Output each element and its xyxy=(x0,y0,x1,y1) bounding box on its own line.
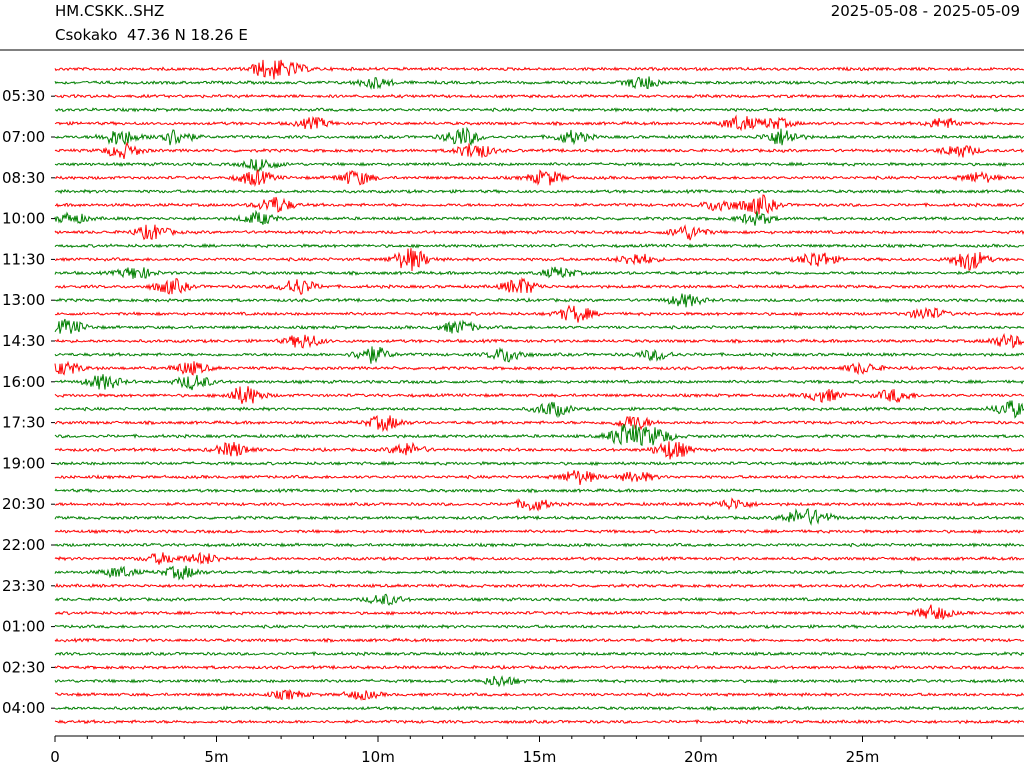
y-tick-label: 22:00 xyxy=(2,536,45,554)
trace-13 xyxy=(54,242,1024,249)
trace-44 xyxy=(54,664,1024,671)
trace-22 xyxy=(54,360,1024,376)
trace-48 xyxy=(54,718,1024,725)
trace-0 xyxy=(54,59,1024,80)
trace-4 xyxy=(54,114,1024,132)
trace-7 xyxy=(54,158,1024,172)
trace-36 xyxy=(54,551,1024,565)
trace-28 xyxy=(54,441,1024,460)
trace-46 xyxy=(55,688,1024,701)
trace-38 xyxy=(54,582,1024,589)
y-tick-label: 20:30 xyxy=(2,495,45,513)
y-tick-label: 23:30 xyxy=(2,577,45,595)
trace-23 xyxy=(54,374,1024,391)
trace-19 xyxy=(54,318,1024,334)
trace-26 xyxy=(54,415,1024,433)
trace-35 xyxy=(54,542,1024,548)
x-tick-label: 10m xyxy=(361,748,395,766)
trace-9 xyxy=(54,188,1024,195)
y-axis-ticks: 05:30 07:00 08:30 10:00 11:30 13:00 14:30 16:00… xyxy=(2,87,55,717)
trace-2 xyxy=(54,93,1024,100)
trace-32 xyxy=(55,497,1024,512)
y-tick-label: 11:30 xyxy=(2,250,45,268)
trace-18 xyxy=(54,304,1024,323)
y-tick-label: 07:00 xyxy=(2,128,45,146)
y-tick-label: 13:00 xyxy=(2,291,45,309)
trace-42 xyxy=(54,637,1024,644)
trace-12 xyxy=(54,224,1024,241)
trace-45 xyxy=(54,675,1024,688)
trace-20 xyxy=(54,332,1024,349)
trace-10 xyxy=(54,194,1024,215)
trace-29 xyxy=(54,460,1024,467)
y-tick-label: 02:30 xyxy=(2,658,45,676)
trace-5 xyxy=(54,126,1024,147)
x-tick-label: 25m xyxy=(846,748,880,766)
y-tick-label: 10:00 xyxy=(2,210,45,228)
x-axis-ticks: 0 5m 10m 15m 20m 25m xyxy=(50,736,993,766)
trace-25 xyxy=(54,400,1024,419)
station-code: HM.CSKK..SHZ xyxy=(55,2,165,20)
x-tick-label: 0 xyxy=(50,748,60,766)
trace-14 xyxy=(54,248,1024,272)
trace-6 xyxy=(54,141,1024,160)
trace-30 xyxy=(54,470,1024,485)
trace-11 xyxy=(54,209,1024,226)
trace-17 xyxy=(54,293,1024,308)
trace-1 xyxy=(54,76,1024,90)
trace-47 xyxy=(55,705,1024,712)
x-tick-label: 20m xyxy=(684,748,718,766)
date-range: 2025-05-08 - 2025-05-09 xyxy=(830,2,1020,20)
trace-24 xyxy=(54,386,1024,404)
y-tick-label: 01:00 xyxy=(2,618,45,636)
trace-37 xyxy=(54,565,1024,581)
x-tick-label: 5m xyxy=(204,748,228,766)
trace-15 xyxy=(54,266,1024,279)
trace-34 xyxy=(54,528,1024,535)
trace-21 xyxy=(54,346,1024,364)
trace-43 xyxy=(54,650,1024,657)
trace-group xyxy=(54,59,1024,725)
y-tick-label: 05:30 xyxy=(2,87,45,105)
trace-41 xyxy=(54,623,1024,630)
trace-40 xyxy=(54,604,1024,621)
trace-3 xyxy=(54,106,1024,113)
y-tick-label: 08:30 xyxy=(2,169,45,187)
trace-31 xyxy=(54,487,1024,494)
station-info: Csokako 47.36 N 18.26 E xyxy=(55,26,248,44)
y-tick-label: 04:00 xyxy=(2,699,45,717)
trace-33 xyxy=(54,507,1024,526)
trace-8 xyxy=(54,168,1024,187)
y-tick-label: 19:00 xyxy=(2,454,45,472)
y-tick-label: 14:30 xyxy=(2,332,45,350)
trace-27 xyxy=(54,423,1024,446)
y-tick-label: 17:30 xyxy=(2,414,45,432)
y-tick-label: 16:00 xyxy=(2,373,45,391)
trace-16 xyxy=(54,276,1024,296)
trace-39 xyxy=(54,593,1024,606)
x-tick-label: 15m xyxy=(523,748,557,766)
